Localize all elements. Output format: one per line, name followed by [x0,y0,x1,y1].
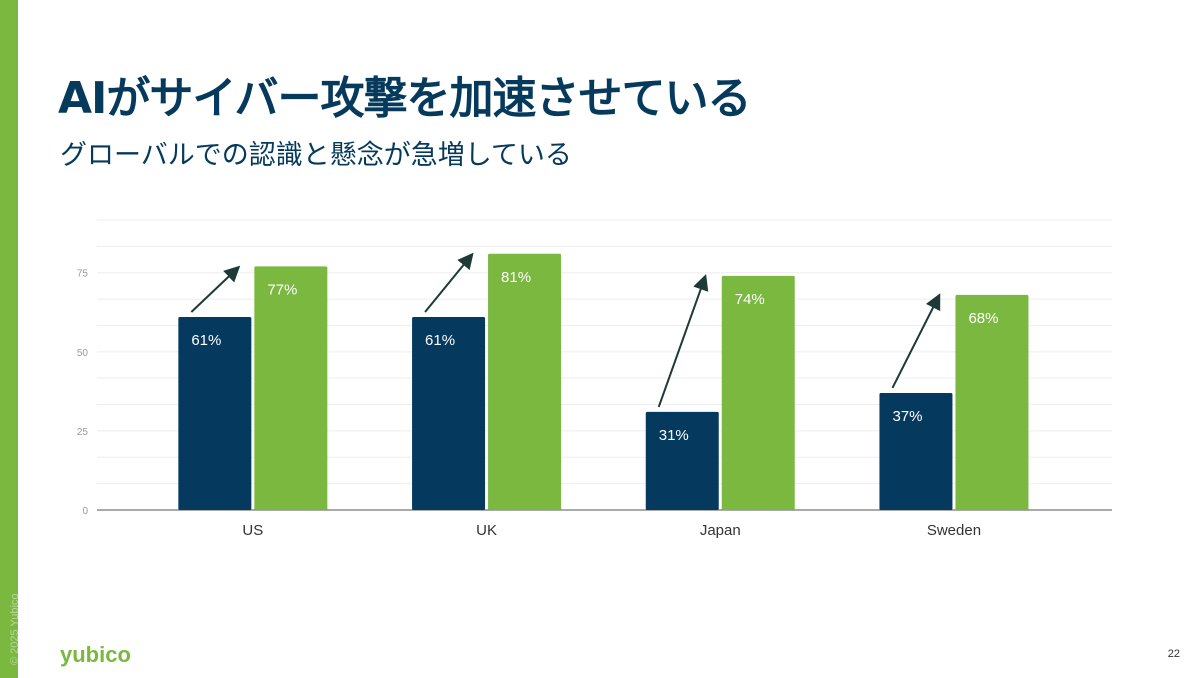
data-label: 61% [191,332,221,349]
data-label: 81% [501,269,531,286]
x-tick-label: US [242,522,263,539]
bar-before-uk [412,317,486,510]
page-subtitle: グローバルでの認識と懸念が急増している [60,140,572,171]
accent-sidebar [0,0,18,678]
bar-after-sweden [955,294,1029,510]
bar-after-japan [721,275,795,510]
data-label: 68% [968,310,998,327]
increase-arrow [891,293,941,389]
x-tick-label: UK [476,522,497,539]
x-tick-label: Sweden [927,522,981,539]
y-tick-label: 25 [77,427,89,438]
increase-arrow [657,274,709,408]
bar-before-us [178,317,252,510]
data-label: 77% [267,281,297,298]
data-label: 61% [425,332,455,349]
data-label: 74% [735,291,765,308]
bar-after-us [254,266,328,510]
y-tick-label: 50 [77,348,89,359]
data-label: 31% [659,427,689,444]
y-tick-label: 75 [77,269,89,280]
bar-after-uk [488,253,562,511]
bar-before-japan [645,411,719,510]
y-tick-label: 0 [82,506,88,517]
yubico-logo: yubico [60,642,131,667]
increase-arrow [190,265,241,313]
data-label: 37% [892,408,922,425]
page-number: 22 [1167,648,1180,660]
page-title: AIがサイバー攻撃を加速させている [58,73,752,124]
increase-arrow [424,252,474,313]
bar-before-sweden [879,392,953,510]
x-tick-label: Japan [700,522,741,539]
